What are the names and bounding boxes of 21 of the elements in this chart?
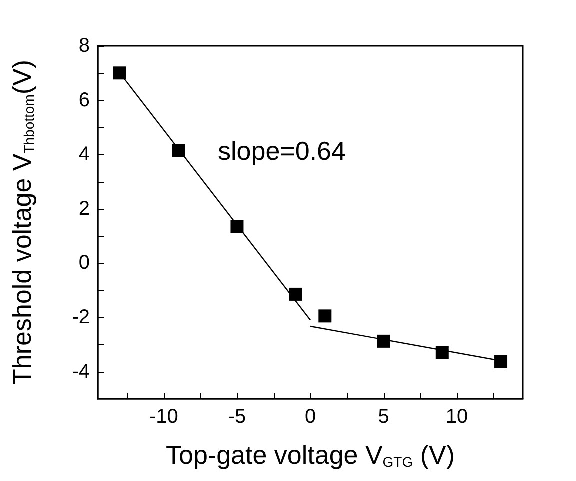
x-tick-label: 10 (446, 406, 468, 428)
y-axis-title: Threshold voltage VThbottom(V) (7, 60, 37, 386)
x-tick-label: -10 (149, 406, 178, 428)
x-tick-label: 5 (378, 406, 390, 428)
y-tick-label: 4 (78, 144, 90, 166)
x-tick-label: 0 (304, 406, 316, 428)
point (436, 346, 449, 360)
y-tick-label: -2 (72, 306, 90, 329)
x-axis-title: Top-gate voltage VGTG (V) (166, 440, 456, 470)
y-tick-label: 2 (78, 198, 90, 220)
point (377, 334, 390, 348)
y-tick-label: 8 (78, 35, 90, 57)
point (494, 355, 508, 368)
x-tick-label: -5 (228, 406, 246, 428)
point (318, 310, 332, 323)
annotation: slope=0.64 (218, 136, 346, 166)
y-tick-label: 6 (78, 89, 90, 112)
point (113, 66, 126, 80)
y-tick-label: 0 (78, 252, 90, 274)
y-tick-label: -4 (72, 360, 90, 383)
point (289, 288, 302, 301)
